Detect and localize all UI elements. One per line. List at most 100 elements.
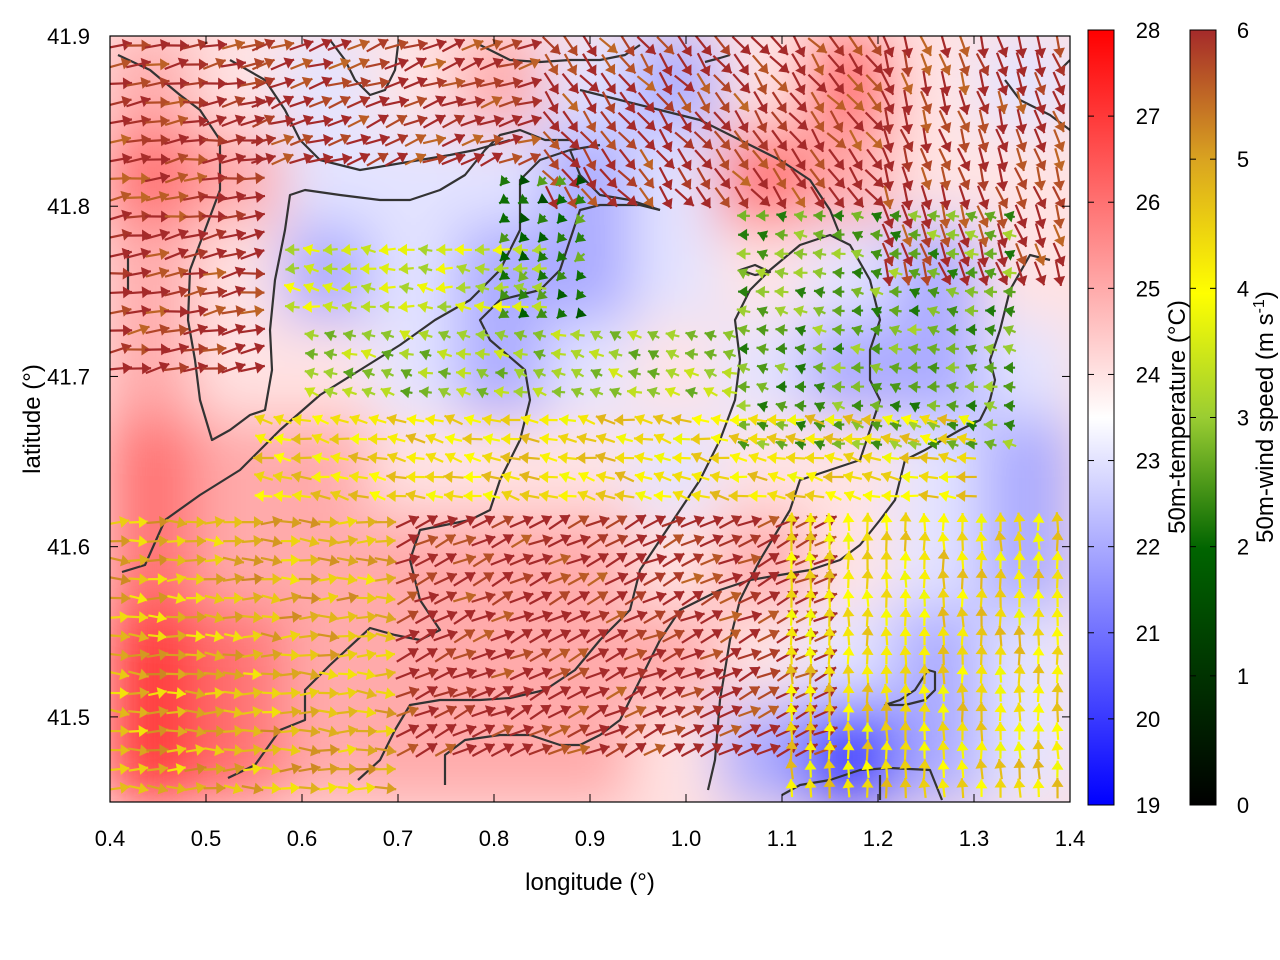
wind-arrow xyxy=(624,629,647,643)
wind-arrow xyxy=(994,261,1009,286)
wind-arrow xyxy=(851,399,864,412)
wind-arrow xyxy=(804,588,817,608)
wind-arrow xyxy=(556,232,568,244)
wind-arrow xyxy=(558,414,577,427)
wind-arrow xyxy=(355,763,378,776)
wind-arrow xyxy=(661,667,686,682)
wind-arrow xyxy=(635,490,652,502)
wind-arrow xyxy=(938,452,957,464)
wind-arrow xyxy=(495,367,508,380)
wind-arrow xyxy=(888,267,903,279)
wind-arrow xyxy=(880,550,893,570)
wind-arrow xyxy=(517,270,529,283)
wind-arrow xyxy=(454,243,472,256)
wind-arrow xyxy=(1013,741,1026,759)
wind-arrow xyxy=(881,489,900,502)
wind-arrow xyxy=(536,175,548,187)
wind-arrow xyxy=(846,73,865,94)
wind-arrow xyxy=(537,269,549,282)
wind-arrow xyxy=(826,94,847,111)
wind-arrow xyxy=(757,629,780,643)
wind-arrow xyxy=(260,630,283,643)
wind-arrow xyxy=(918,722,931,741)
wind-arrow xyxy=(642,553,667,565)
wind-arrow xyxy=(501,432,520,445)
wind-arrow xyxy=(471,648,496,661)
wind-arrow xyxy=(614,451,635,464)
wind-arrow xyxy=(349,470,368,483)
wind-arrow xyxy=(537,193,549,205)
x-tick-label: 1.1 xyxy=(767,826,798,851)
wind-arrow xyxy=(769,55,790,74)
wind-arrow xyxy=(567,667,590,682)
wind-arrow xyxy=(517,288,530,301)
y-tick-label: 41.7 xyxy=(47,364,90,389)
wind-arrow xyxy=(673,433,690,446)
wind-arrow xyxy=(842,626,855,646)
wind-arrow xyxy=(261,611,282,624)
wind-arrow xyxy=(479,114,504,127)
wind-arrow xyxy=(869,362,884,375)
wind-arrow xyxy=(128,573,149,586)
wind-arrow xyxy=(164,324,189,337)
wind-arrow xyxy=(480,152,503,167)
wind-arrow xyxy=(284,300,300,313)
wind-arrow xyxy=(385,114,408,129)
wind-arrow xyxy=(842,532,855,550)
wind-arrow xyxy=(795,363,806,375)
wind-arrow xyxy=(384,133,409,147)
wind-arrow xyxy=(125,286,152,299)
wind-arrow xyxy=(307,114,334,127)
wind-arrow xyxy=(994,530,1007,552)
colorbar-tick-label: 5 xyxy=(1237,147,1249,172)
wind-arrow xyxy=(882,414,899,426)
wind-arrow xyxy=(880,626,893,646)
wind-arrow xyxy=(937,513,950,531)
wind-arrow xyxy=(577,490,596,502)
wind-arrow xyxy=(774,362,789,375)
wind-arrow xyxy=(374,744,397,757)
wind-arrow xyxy=(415,647,438,663)
wind-arrow xyxy=(422,95,447,110)
wind-arrow xyxy=(956,645,969,665)
wind-arrow xyxy=(476,368,489,380)
wind-arrow xyxy=(901,204,914,229)
wind-arrow xyxy=(881,452,900,465)
wind-arrow xyxy=(595,451,616,464)
wind-arrow xyxy=(643,723,666,739)
wind-arrow xyxy=(975,720,988,742)
wind-arrow xyxy=(509,686,534,699)
wind-arrow xyxy=(374,516,397,529)
wind-arrow xyxy=(882,128,895,153)
wind-arrow xyxy=(718,572,743,585)
wind-arrow xyxy=(1052,224,1066,247)
wind-arrow xyxy=(1013,589,1026,608)
wind-arrow xyxy=(939,166,952,191)
wind-arrow xyxy=(1051,645,1064,665)
wind-arrow xyxy=(604,705,629,718)
wind-arrow xyxy=(1015,52,1028,77)
wind-arrow xyxy=(994,684,1007,702)
wind-arrow xyxy=(756,419,769,432)
wind-arrow xyxy=(681,572,704,584)
wind-arrow xyxy=(880,777,893,799)
wind-arrow xyxy=(793,266,808,279)
wind-arrow xyxy=(251,76,276,90)
wind-arrow xyxy=(481,413,502,426)
wind-arrow xyxy=(738,534,761,548)
wind-arrow xyxy=(184,535,207,548)
wind-arrow xyxy=(128,782,149,795)
wind-arrow xyxy=(302,300,320,313)
wind-arrow xyxy=(866,36,883,57)
wind-arrow xyxy=(1052,110,1066,133)
wind-arrow xyxy=(509,743,534,757)
wind-arrow xyxy=(183,172,208,184)
wind-arrow xyxy=(684,348,699,361)
wind-arrow xyxy=(510,704,533,721)
wind-arrow xyxy=(240,247,265,260)
wind-arrow xyxy=(517,193,530,205)
wind-arrow xyxy=(342,386,357,399)
wind-arrow xyxy=(824,452,843,464)
wind-arrow xyxy=(536,307,548,319)
wind-arrow xyxy=(221,210,246,222)
